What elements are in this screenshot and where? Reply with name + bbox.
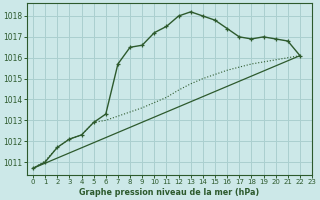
X-axis label: Graphe pression niveau de la mer (hPa): Graphe pression niveau de la mer (hPa) <box>79 188 260 197</box>
